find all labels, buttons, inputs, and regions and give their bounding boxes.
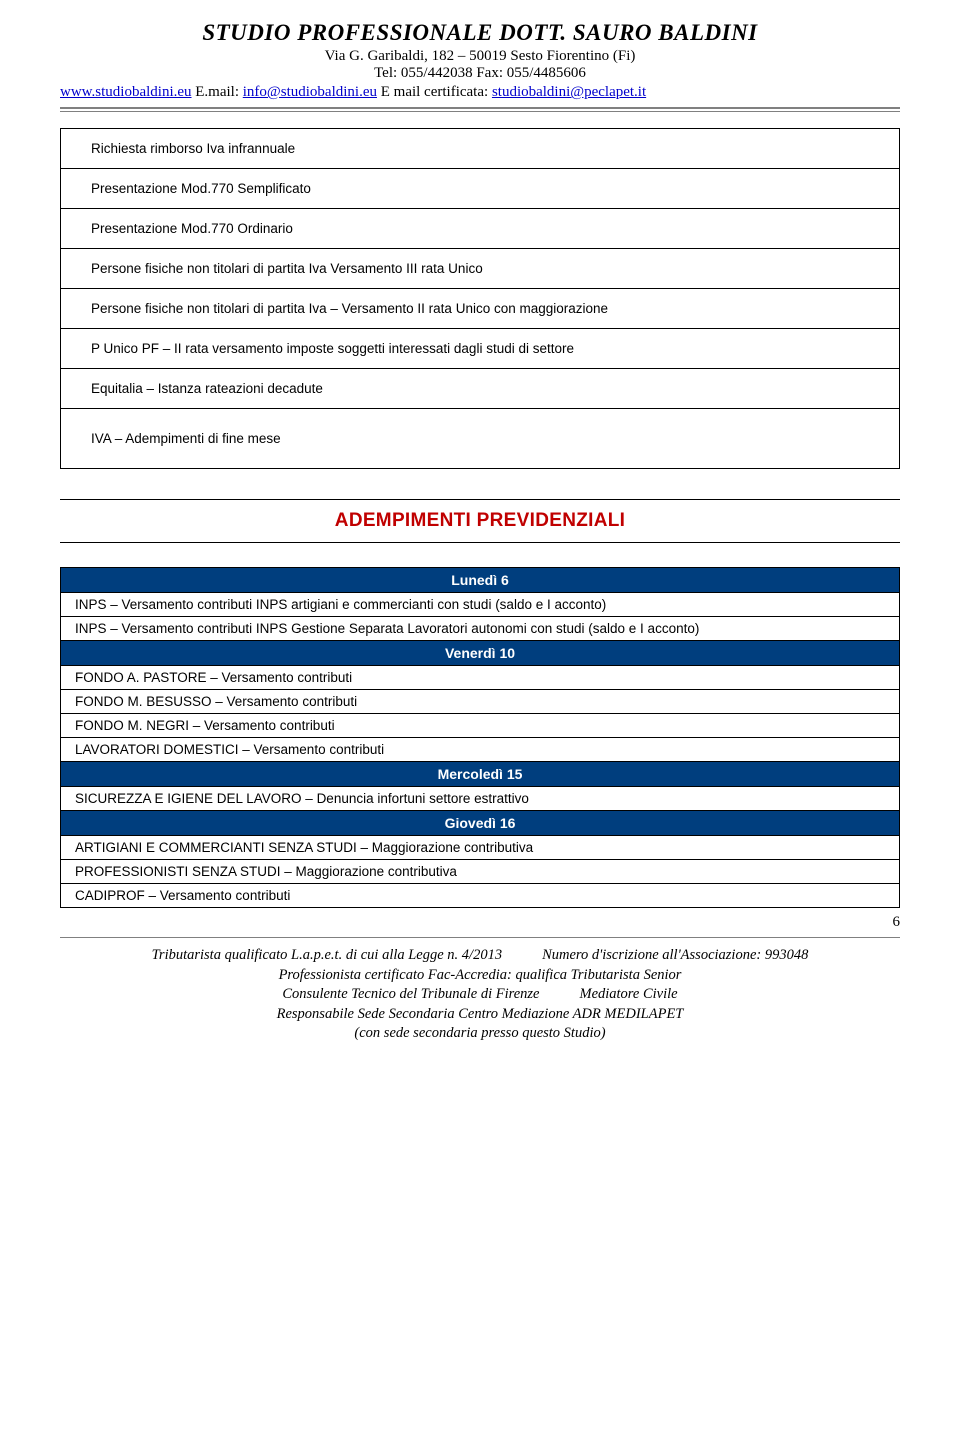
footer: Tributarista qualificato L.a.p.e.t. di c… [60,946,900,1044]
schedule-item-label: LAVORATORI DOMESTICI – Versamento contri… [61,738,900,762]
top-item: P Unico PF – II rata versamento imposte … [61,329,900,369]
table-row: Richiesta rimborso Iva infrannuale [61,129,900,169]
footer-line-4: Responsabile Sede Secondaria Centro Medi… [60,1005,900,1025]
schedule-day-row: Mercoledì 15 [61,762,900,787]
top-item: Equitalia – Istanza rateazioni decadute [61,369,900,409]
studio-address: Via G. Garibaldi, 182 – 50019 Sesto Fior… [60,48,900,65]
schedule-day-row: Venerdì 10 [61,641,900,666]
section-title: ADEMPIMENTI PREVIDENZIALI [60,510,900,532]
top-item: Richiesta rimborso Iva infrannuale [61,129,900,169]
footer-line-2: Professionista certificato Fac-Accredia:… [60,966,900,986]
top-item: Persone fisiche non titolari di partita … [61,249,900,289]
schedule-item-label: INPS – Versamento contributi INPS Gestio… [61,617,900,641]
web-link[interactable]: www.studiobaldini.eu [60,84,192,100]
header-divider [60,107,900,112]
schedule-day-label: Venerdì 10 [61,641,900,666]
footer-line-3: Consulente Tecnico del Tribunale di Fire… [60,985,900,1005]
table-row: Persone fisiche non titolari di partita … [61,289,900,329]
schedule-item-row: CADIPROF – Versamento contributi [61,884,900,908]
footer-line-1: Tributarista qualificato L.a.p.e.t. di c… [60,946,900,966]
studio-contact-line: www.studiobaldini.eu E.mail: info@studio… [60,84,900,101]
schedule-item-row: FONDO M. NEGRI – Versamento contributi [61,714,900,738]
schedule-day-label: Mercoledì 15 [61,762,900,787]
top-items-table: Richiesta rimborso Iva infrannuale Prese… [60,128,900,469]
table-row: Persone fisiche non titolari di partita … [61,249,900,289]
footer-divider [60,937,900,938]
schedule-item-label: FONDO A. PASTORE – Versamento contributi [61,666,900,690]
schedule-item-row: ARTIGIANI E COMMERCIANTI SENZA STUDI – M… [61,836,900,860]
pec-link[interactable]: studiobaldini@peclapet.it [492,84,646,100]
table-row: Equitalia – Istanza rateazioni decadute [61,369,900,409]
schedule-item-row: INPS – Versamento contributi INPS artigi… [61,593,900,617]
footer-consulente: Consulente Tecnico del Tribunale di Fire… [282,985,539,1005]
schedule-item-row: FONDO A. PASTORE – Versamento contributi [61,666,900,690]
letterhead: STUDIO PROFESSIONALE DOTT. SAURO BALDINI… [60,20,900,101]
schedule-item-label: SICUREZZA E IGIENE DEL LAVORO – Denuncia… [61,787,900,811]
pec-prefix: E mail certificata: [377,84,492,100]
table-row: Presentazione Mod.770 Ordinario [61,209,900,249]
page-number: 6 [60,914,900,931]
schedule-day-row: Lunedì 6 [61,568,900,593]
email-link[interactable]: info@studiobaldini.eu [243,84,377,100]
top-item: Presentazione Mod.770 Semplificato [61,169,900,209]
footer-line-5: (con sede secondaria presso questo Studi… [60,1024,900,1044]
table-row: Presentazione Mod.770 Semplificato [61,169,900,209]
schedule-item-row: LAVORATORI DOMESTICI – Versamento contri… [61,738,900,762]
schedule-item-label: PROFESSIONISTI SENZA STUDI – Maggiorazio… [61,860,900,884]
schedule-table: Lunedì 6INPS – Versamento contributi INP… [60,567,900,908]
email-prefix: E.mail: [192,84,243,100]
schedule-item-label: INPS – Versamento contributi INPS artigi… [61,593,900,617]
schedule-day-label: Lunedì 6 [61,568,900,593]
schedule-item-label: CADIPROF – Versamento contributi [61,884,900,908]
top-item: Presentazione Mod.770 Ordinario [61,209,900,249]
top-item: IVA – Adempimenti di fine mese [61,409,900,469]
studio-tel: Tel: 055/442038 Fax: 055/4485606 [60,65,900,82]
schedule-item-label: FONDO M. NEGRI – Versamento contributi [61,714,900,738]
top-item: Persone fisiche non titolari di partita … [61,289,900,329]
schedule-day-label: Giovedì 16 [61,811,900,836]
schedule-item-row: SICUREZZA E IGIENE DEL LAVORO – Denuncia… [61,787,900,811]
schedule-day-row: Giovedì 16 [61,811,900,836]
studio-title: STUDIO PROFESSIONALE DOTT. SAURO BALDINI [60,20,900,46]
footer-qualif: Tributarista qualificato L.a.p.e.t. di c… [152,946,502,966]
footer-mediatore: Mediatore Civile [579,985,677,1005]
table-row: IVA – Adempimenti di fine mese [61,409,900,469]
schedule-item-row: FONDO M. BESUSSO – Versamento contributi [61,690,900,714]
schedule-item-label: ARTIGIANI E COMMERCIANTI SENZA STUDI – M… [61,836,900,860]
schedule-item-label: FONDO M. BESUSSO – Versamento contributi [61,690,900,714]
table-row: P Unico PF – II rata versamento imposte … [61,329,900,369]
footer-assoc: Numero d'iscrizione all'Associazione: 99… [542,946,808,966]
schedule-item-row: PROFESSIONISTI SENZA STUDI – Maggiorazio… [61,860,900,884]
schedule-item-row: INPS – Versamento contributi INPS Gestio… [61,617,900,641]
section-header: ADEMPIMENTI PREVIDENZIALI [60,499,900,543]
